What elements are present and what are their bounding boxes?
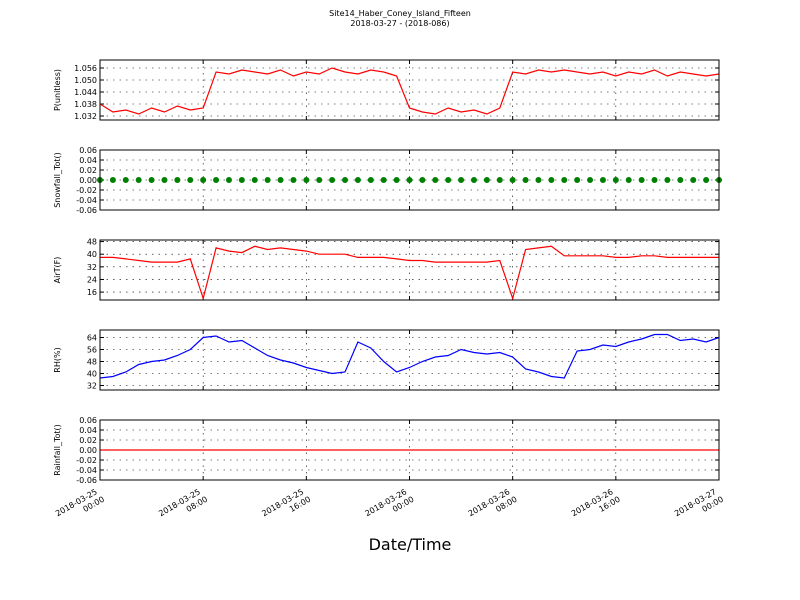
y-tick-label: -0.04: [76, 196, 97, 205]
data-point: [329, 177, 336, 183]
y-tick-label: 0.06: [79, 416, 97, 425]
y-tick-label: 1.038: [74, 100, 97, 109]
y-tick-label: 40: [87, 250, 97, 259]
y-axis-label: P(unitless): [53, 69, 62, 111]
data-point: [342, 177, 349, 183]
data-point: [354, 177, 361, 183]
y-tick-label: 40: [87, 370, 97, 379]
y-tick-label: 32: [87, 263, 97, 272]
y-tick-label: 48: [87, 238, 97, 247]
data-point: [703, 177, 710, 183]
y-tick-label: 1.050: [74, 76, 97, 85]
y-axis-label: RH(%): [53, 347, 62, 372]
data-point: [419, 177, 426, 183]
data-point: [393, 177, 400, 183]
data-point: [225, 177, 232, 183]
data-point: [238, 177, 245, 183]
plot-frame: [99, 329, 720, 391]
data-point: [483, 177, 490, 183]
data-line: [99, 67, 720, 115]
data-point: [303, 177, 310, 183]
data-point: [367, 177, 374, 183]
y-tick-label: -0.02: [76, 186, 97, 195]
data-point: [677, 177, 684, 183]
plot-frame: [99, 239, 720, 301]
y-tick-label: 0.02: [79, 166, 97, 175]
data-point: [174, 177, 181, 183]
data-point: [458, 177, 465, 183]
y-tick-label: 32: [87, 382, 97, 391]
data-point: [432, 177, 439, 183]
data-point: [509, 177, 516, 183]
data-point: [290, 177, 297, 183]
data-point: [651, 177, 658, 183]
data-point: [535, 177, 542, 183]
data-point: [664, 177, 671, 183]
data-point: [277, 177, 284, 183]
y-tick-label: 24: [87, 275, 97, 284]
data-point: [109, 177, 116, 183]
y-tick-label: 48: [87, 358, 97, 367]
data-point: [599, 177, 606, 183]
data-point: [445, 177, 452, 183]
data-point: [690, 177, 697, 183]
data-point: [612, 177, 619, 183]
plot-frame: [99, 59, 720, 121]
data-point: [548, 177, 555, 183]
data-point: [264, 177, 271, 183]
y-tick-label: 16: [87, 288, 97, 297]
data-point: [638, 177, 645, 183]
plot-frame: [99, 419, 720, 481]
y-axis-label: Rainfall_Tot(): [53, 424, 62, 476]
y-tick-label: 64: [87, 334, 97, 343]
data-point: [561, 177, 568, 183]
y-axis-label: AirT(F): [53, 257, 62, 284]
data-point: [587, 177, 594, 183]
y-tick-label: -0.04: [76, 466, 97, 475]
data-point: [122, 177, 129, 183]
data-point: [148, 177, 155, 183]
y-tick-label: -0.06: [76, 476, 97, 485]
y-tick-label: 1.032: [74, 112, 97, 121]
data-point: [625, 177, 632, 183]
data-line: [100, 245, 719, 301]
data-point: [251, 177, 258, 183]
data-point: [496, 177, 503, 183]
data-point: [200, 177, 207, 183]
data-point: [470, 177, 477, 183]
chart-title: Site14_Haber_Coney_Island_Fifteen: [329, 9, 471, 18]
data-point: [380, 177, 387, 183]
y-axis-label: Snowfall_Tot(): [53, 152, 62, 208]
y-tick-label: 0.04: [79, 156, 97, 165]
data-point: [316, 177, 323, 183]
y-tick-label: 56: [87, 346, 97, 355]
y-tick-label: 0.02: [79, 436, 97, 445]
data-point: [161, 177, 168, 183]
y-tick-label: 0.00: [79, 446, 97, 455]
data-point: [187, 177, 194, 183]
y-tick-label: -0.06: [76, 206, 97, 215]
chart-subtitle: 2018-03-27 - (2018-086): [350, 19, 449, 28]
data-point: [135, 177, 142, 183]
data-point: [406, 177, 413, 183]
plot-frame: [99, 149, 720, 211]
data-point: [574, 177, 581, 183]
data-line: [99, 333, 720, 379]
x-axis-label: Date/Time: [369, 535, 452, 554]
data-point: [213, 177, 220, 183]
y-tick-label: 0.00: [79, 176, 97, 185]
y-tick-label: 1.044: [74, 88, 97, 97]
y-tick-label: 0.06: [79, 146, 97, 155]
y-tick-label: 0.04: [79, 426, 97, 435]
data-point: [522, 177, 529, 183]
y-tick-label: -0.02: [76, 456, 97, 465]
y-tick-label: 1.056: [74, 64, 97, 73]
